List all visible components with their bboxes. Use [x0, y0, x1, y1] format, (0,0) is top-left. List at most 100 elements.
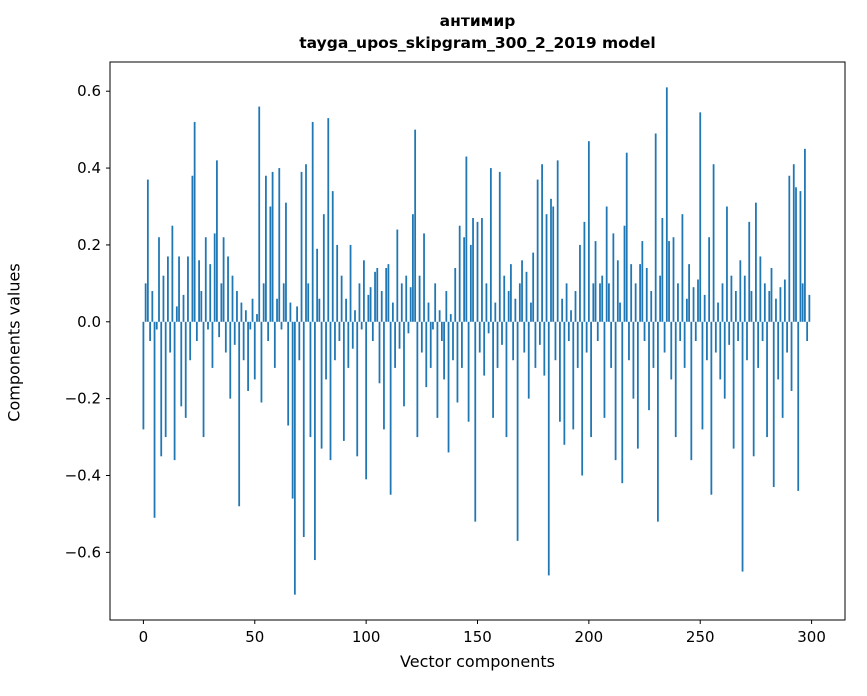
- bar: [465, 156, 468, 322]
- bar: [322, 214, 325, 322]
- bar: [507, 291, 510, 322]
- bar: [657, 321, 659, 522]
- bar: [652, 321, 655, 368]
- bar: [287, 321, 290, 426]
- bar: [454, 267, 457, 322]
- bar: [285, 202, 287, 322]
- bar: [447, 321, 450, 453]
- bar: [583, 221, 586, 322]
- bar: [374, 271, 376, 322]
- bar: [340, 275, 343, 322]
- bar: [383, 321, 385, 430]
- bar: [309, 321, 312, 438]
- bar: [240, 302, 243, 322]
- bar: [654, 133, 657, 322]
- bar: [376, 267, 379, 322]
- y-tick-label: −0.4: [65, 467, 101, 485]
- bar: [158, 237, 160, 322]
- bar: [692, 287, 695, 322]
- bar: [536, 179, 539, 322]
- bar: [269, 206, 272, 322]
- bar: [679, 321, 682, 341]
- bar: [650, 291, 653, 322]
- bar: [699, 112, 702, 322]
- bar: [489, 168, 492, 322]
- bar: [320, 321, 323, 449]
- bar: [612, 233, 615, 322]
- bar: [770, 267, 773, 322]
- bar: [775, 298, 777, 322]
- bar: [220, 283, 223, 322]
- bar: [296, 306, 298, 322]
- bar: [772, 321, 775, 488]
- bar: [746, 321, 748, 361]
- bar: [525, 271, 528, 322]
- bar: [432, 321, 434, 330]
- bar: [759, 256, 762, 322]
- bar: [238, 321, 241, 507]
- bar: [521, 260, 523, 322]
- bar: [187, 256, 189, 322]
- plot-box: [109, 61, 846, 621]
- bar: [603, 321, 606, 418]
- bar: [601, 275, 604, 322]
- bar: [394, 321, 396, 368]
- bar: [280, 321, 283, 330]
- bar: [518, 283, 521, 322]
- bar: [719, 321, 722, 380]
- bar: [723, 321, 726, 399]
- bar: [242, 321, 245, 361]
- bar: [175, 306, 178, 322]
- bar: [503, 275, 506, 322]
- bar: [761, 321, 764, 341]
- bar: [572, 321, 575, 430]
- bar: [327, 118, 330, 322]
- bar: [483, 321, 486, 376]
- bar: [661, 218, 664, 322]
- bar: [527, 321, 530, 399]
- bar: [204, 237, 207, 322]
- bar: [403, 321, 405, 407]
- bar: [207, 321, 209, 330]
- bar: [703, 294, 706, 322]
- bar: [429, 321, 432, 368]
- bar: [449, 314, 452, 322]
- x-tick-label: 150: [463, 628, 492, 646]
- bar: [567, 321, 570, 341]
- bar: [630, 264, 633, 322]
- bar: [385, 267, 388, 322]
- x-tick-label: 50: [245, 628, 264, 646]
- bar: [565, 283, 568, 322]
- bar: [766, 321, 768, 438]
- bar: [806, 321, 809, 341]
- bar: [585, 321, 588, 353]
- bar: [351, 321, 354, 349]
- bar: [467, 321, 470, 422]
- bar: [530, 302, 532, 322]
- bar: [559, 321, 561, 422]
- bar: [505, 321, 508, 438]
- bar: [605, 206, 608, 322]
- bar: [258, 106, 261, 322]
- bar: [768, 291, 771, 322]
- bar: [498, 171, 501, 322]
- bar: [349, 244, 352, 322]
- bar: [189, 321, 192, 361]
- bar: [694, 321, 697, 341]
- bar: [786, 321, 788, 353]
- bar: [476, 221, 479, 322]
- bar: [643, 321, 646, 341]
- bar: [222, 237, 225, 322]
- bar: [783, 279, 786, 322]
- bar: [714, 321, 717, 353]
- bar: [501, 321, 503, 345]
- bar: [365, 321, 368, 480]
- bar: [494, 302, 497, 322]
- bar: [282, 283, 285, 322]
- bar: [552, 206, 555, 322]
- bar: [434, 283, 437, 322]
- bar: [472, 218, 474, 322]
- bar: [260, 321, 263, 403]
- bar: [164, 321, 167, 438]
- bar: [781, 321, 784, 418]
